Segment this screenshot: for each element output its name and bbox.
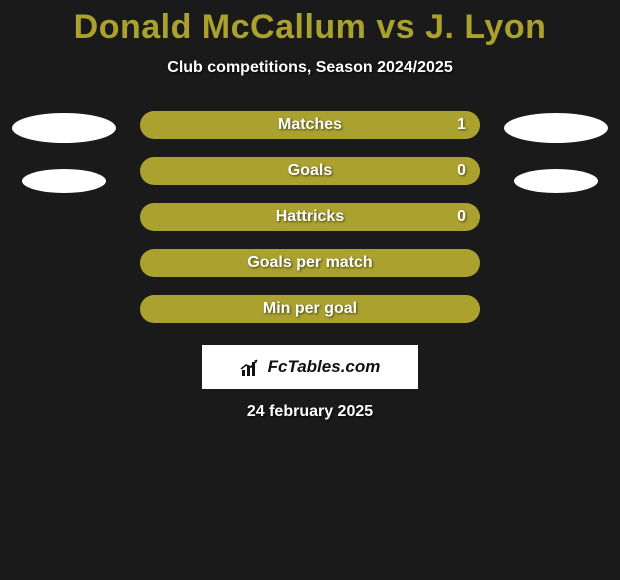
right-marker-2: [514, 169, 598, 193]
bar-min-per-goal: Min per goal: [140, 295, 480, 323]
bar-value: 0: [457, 162, 466, 180]
right-marker-1: [504, 113, 608, 143]
bar-label: Goals: [288, 162, 332, 180]
comparison-card: Donald McCallum vs J. Lyon Club competit…: [0, 0, 620, 421]
bar-goals: Goals 0: [140, 157, 480, 185]
brand-text: FcTables.com: [268, 357, 381, 377]
left-marker-2: [22, 169, 106, 193]
bar-label: Min per goal: [263, 300, 357, 318]
left-marker-1: [12, 113, 116, 143]
right-markers: [504, 111, 608, 193]
bar-label: Matches: [278, 116, 342, 134]
subtitle: Club competitions, Season 2024/2025: [0, 59, 620, 77]
bar-hattricks: Hattricks 0: [140, 203, 480, 231]
bar-value: 1: [457, 116, 466, 134]
bar-matches: Matches 1: [140, 111, 480, 139]
bar-label: Goals per match: [247, 254, 372, 272]
bar-value: 0: [457, 208, 466, 226]
chart-icon: [240, 358, 262, 376]
left-markers: [12, 111, 116, 193]
date-text: 24 february 2025: [0, 403, 620, 421]
page-title: Donald McCallum vs J. Lyon: [0, 8, 620, 47]
brand-badge: FcTables.com: [202, 345, 418, 389]
chart-area: Matches 1 Goals 0 Hattricks 0 Goals per …: [0, 111, 620, 323]
bar-label: Hattricks: [276, 208, 344, 226]
bar-goals-per-match: Goals per match: [140, 249, 480, 277]
stat-bars: Matches 1 Goals 0 Hattricks 0 Goals per …: [140, 111, 480, 323]
